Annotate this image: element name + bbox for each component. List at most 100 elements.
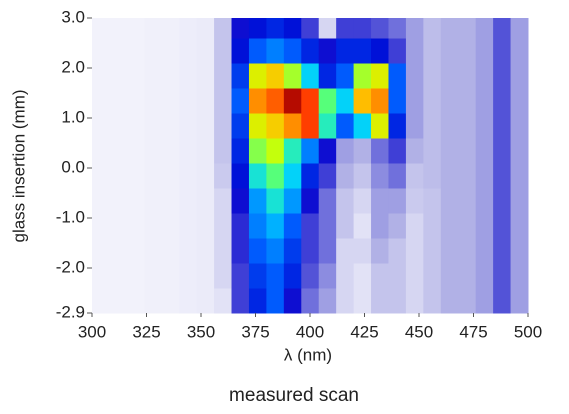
heatmap-cell (161, 38, 180, 64)
heatmap-cell (92, 138, 110, 164)
heatmap-cell (510, 263, 529, 289)
heatmap-cell (126, 88, 145, 114)
heatmap-cell (475, 88, 494, 114)
heatmap-cell (423, 163, 442, 189)
heatmap-cell (179, 63, 198, 89)
heatmap-cell (475, 113, 494, 139)
heatmap-cell (214, 18, 233, 39)
x-tick-label: 400 (296, 322, 324, 341)
heatmap-cell (440, 163, 459, 189)
heatmap-cell (283, 18, 302, 39)
heatmap-cell (423, 263, 442, 289)
heatmap-cell (248, 213, 267, 239)
heatmap-cell (196, 63, 215, 89)
heatmap-cell (458, 88, 477, 114)
heatmap-cell (266, 113, 285, 139)
heatmap-cell (510, 88, 529, 114)
heatmap-cell (423, 288, 442, 314)
heatmap-cell (493, 113, 512, 139)
heatmap-cell (214, 138, 233, 164)
heatmap-cell (92, 163, 110, 189)
heatmap-cell (179, 163, 198, 189)
y-axis-label: glass insertion (mm) (9, 89, 28, 242)
heatmap-cell (231, 213, 250, 239)
heatmap-cell (388, 88, 407, 114)
heatmap-cell (405, 263, 424, 289)
heatmap-cell (336, 138, 355, 164)
heatmap-cell (109, 288, 128, 314)
heatmap-cell (353, 163, 372, 189)
heatmap-cell (405, 163, 424, 189)
heatmap-cell (266, 213, 285, 239)
heatmap-cell (231, 38, 250, 64)
heatmap-cell (109, 88, 128, 114)
heatmap-cell (161, 138, 180, 164)
heatmap-cell (475, 163, 494, 189)
heatmap-cell (283, 88, 302, 114)
heatmap-cell (318, 213, 337, 239)
heatmap-cell (353, 263, 372, 289)
heatmap-cell (248, 113, 267, 139)
heatmap-cell (458, 263, 477, 289)
heatmap-cell (266, 288, 285, 314)
heatmap-cell (493, 238, 512, 264)
heatmap-cell (458, 288, 477, 314)
heatmap-cell (405, 238, 424, 264)
heatmap-cell (301, 88, 320, 114)
heatmap-cell (458, 63, 477, 89)
heatmap-cell (92, 113, 110, 139)
heatmap-cell (301, 238, 320, 264)
heatmap-cell (126, 163, 145, 189)
heatmap-cell (318, 88, 337, 114)
heatmap-cell (475, 138, 494, 164)
heatmap-cell (318, 163, 337, 189)
heatmap-cell (493, 188, 512, 214)
caption: measured scan (229, 385, 359, 406)
heatmap-cell (144, 163, 163, 189)
heatmap-cell (196, 263, 215, 289)
heatmap-cell (388, 188, 407, 214)
heatmap-cell (475, 188, 494, 214)
heatmap-cell (283, 238, 302, 264)
heatmap-cell (231, 238, 250, 264)
x-tick-label: 300 (78, 322, 106, 341)
heatmap-cell (283, 288, 302, 314)
heatmap-cell (353, 18, 372, 39)
heatmap-cell (301, 263, 320, 289)
heatmap-cell (248, 88, 267, 114)
heatmap-cell (371, 38, 389, 64)
heatmap-cell (179, 213, 198, 239)
heatmap-cell (458, 18, 477, 39)
heatmap-cell (109, 63, 128, 89)
heatmap-cell (318, 263, 337, 289)
heatmap-cell (336, 288, 355, 314)
heatmap-cell (493, 288, 512, 314)
heatmap-cell (231, 163, 250, 189)
heatmap-cell (179, 288, 198, 314)
heatmap-cell (248, 18, 267, 39)
heatmap-cell (353, 113, 372, 139)
heatmap-cell (161, 63, 180, 89)
heatmap-cell (423, 138, 442, 164)
heatmap-cell (196, 188, 215, 214)
heatmap-cell (144, 213, 163, 239)
heatmap-cell (388, 138, 407, 164)
heatmap-cell (126, 263, 145, 289)
heatmap-cell (510, 238, 529, 264)
heatmap-cell (318, 138, 337, 164)
heatmap-cell (126, 113, 145, 139)
heatmap-cell (248, 138, 267, 164)
heatmap-cell (353, 38, 372, 64)
heatmap-cell (126, 138, 145, 164)
heatmap-cell (423, 113, 442, 139)
heatmap-cell (161, 238, 180, 264)
heatmap-cell (214, 88, 233, 114)
heatmap-cell (371, 18, 389, 39)
heatmap-cell (301, 138, 320, 164)
heatmap-cell (371, 113, 389, 139)
heatmap-cell (109, 38, 128, 64)
x-axis-label: λ (nm) (284, 345, 332, 364)
heatmap-cell (214, 238, 233, 264)
heatmap-cell (388, 263, 407, 289)
heatmap-cell (388, 163, 407, 189)
